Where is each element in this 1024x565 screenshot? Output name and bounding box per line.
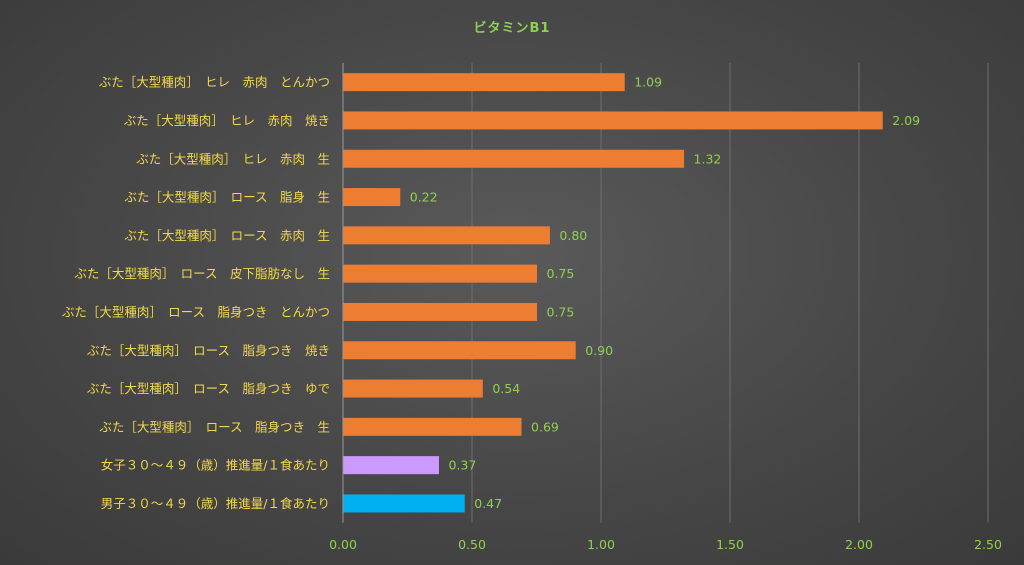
data-label: 0.90 bbox=[585, 343, 613, 358]
data-label: 1.32 bbox=[694, 151, 722, 166]
bar bbox=[343, 73, 625, 92]
data-label: 0.37 bbox=[448, 458, 476, 473]
data-label: 0.75 bbox=[547, 266, 575, 281]
category-label: ぶた［大型種肉］ ロース 脂身つき とんかつ bbox=[62, 304, 330, 319]
category-label: ぶた［大型種肉］ ヒレ 赤肉 とんかつ bbox=[99, 75, 330, 90]
bar bbox=[343, 264, 537, 283]
gridlines bbox=[342, 63, 989, 523]
data-label: 0.69 bbox=[531, 419, 559, 434]
bar bbox=[343, 188, 401, 207]
data-labels: 1.09 2.09 1.32 0.22 0.80 0.75 0.75 0.90 0.54 0.69… bbox=[410, 75, 920, 511]
bar bbox=[343, 149, 685, 168]
x-tick-label: 0.50 bbox=[458, 537, 486, 552]
category-label: ぶた［大型種肉］ ロース 赤肉 生 bbox=[124, 228, 330, 243]
category-label: ぶた［大型種肉］ ロース 皮下脂肪なし 生 bbox=[74, 266, 330, 281]
data-label: 0.47 bbox=[474, 496, 502, 511]
x-tick-label: 1.00 bbox=[587, 537, 615, 552]
bar bbox=[343, 456, 439, 475]
category-label: ぶた［大型種肉］ ロース 脂身つき ゆで bbox=[87, 381, 330, 396]
bars bbox=[343, 73, 883, 513]
x-axis-ticks: 0.00 0.50 1.00 1.50 2.00 2.50 bbox=[329, 537, 1002, 552]
bar bbox=[343, 417, 522, 436]
data-label: 0.22 bbox=[410, 190, 438, 205]
category-label: ぶた［大型種肉］ ロース 脂身つき 生 bbox=[99, 419, 330, 434]
data-label: 0.75 bbox=[547, 304, 575, 319]
data-label: 0.54 bbox=[492, 381, 520, 396]
bar bbox=[343, 111, 883, 130]
category-label: ぶた［大型種肉］ ロース 脂身 生 bbox=[124, 190, 330, 205]
bar bbox=[343, 379, 483, 398]
bar bbox=[343, 494, 465, 513]
x-tick-label: 2.50 bbox=[974, 537, 1002, 552]
bar bbox=[343, 226, 550, 245]
chart-title: ビタミンB1 bbox=[474, 20, 551, 36]
x-tick-label: 0.00 bbox=[329, 537, 357, 552]
data-label: 1.09 bbox=[634, 75, 662, 90]
bar bbox=[343, 302, 537, 321]
x-tick-label: 1.50 bbox=[716, 537, 744, 552]
category-label: ぶた［大型種肉］ ヒレ 赤肉 生 bbox=[136, 151, 330, 166]
category-label: 女子３０～４９（歳）推進量/１食あたり bbox=[101, 458, 330, 473]
category-label: 男子３０～４９（歳）推進量/１食あたり bbox=[101, 496, 330, 511]
category-label: ぶた［大型種肉］ ロース 脂身つき 焼き bbox=[87, 343, 330, 358]
data-label: 0.80 bbox=[559, 228, 587, 243]
data-label: 2.09 bbox=[892, 113, 920, 128]
category-label: ぶた［大型種肉］ ヒレ 赤肉 焼き bbox=[124, 113, 330, 128]
x-tick-label: 2.00 bbox=[845, 537, 873, 552]
bar bbox=[343, 341, 576, 360]
